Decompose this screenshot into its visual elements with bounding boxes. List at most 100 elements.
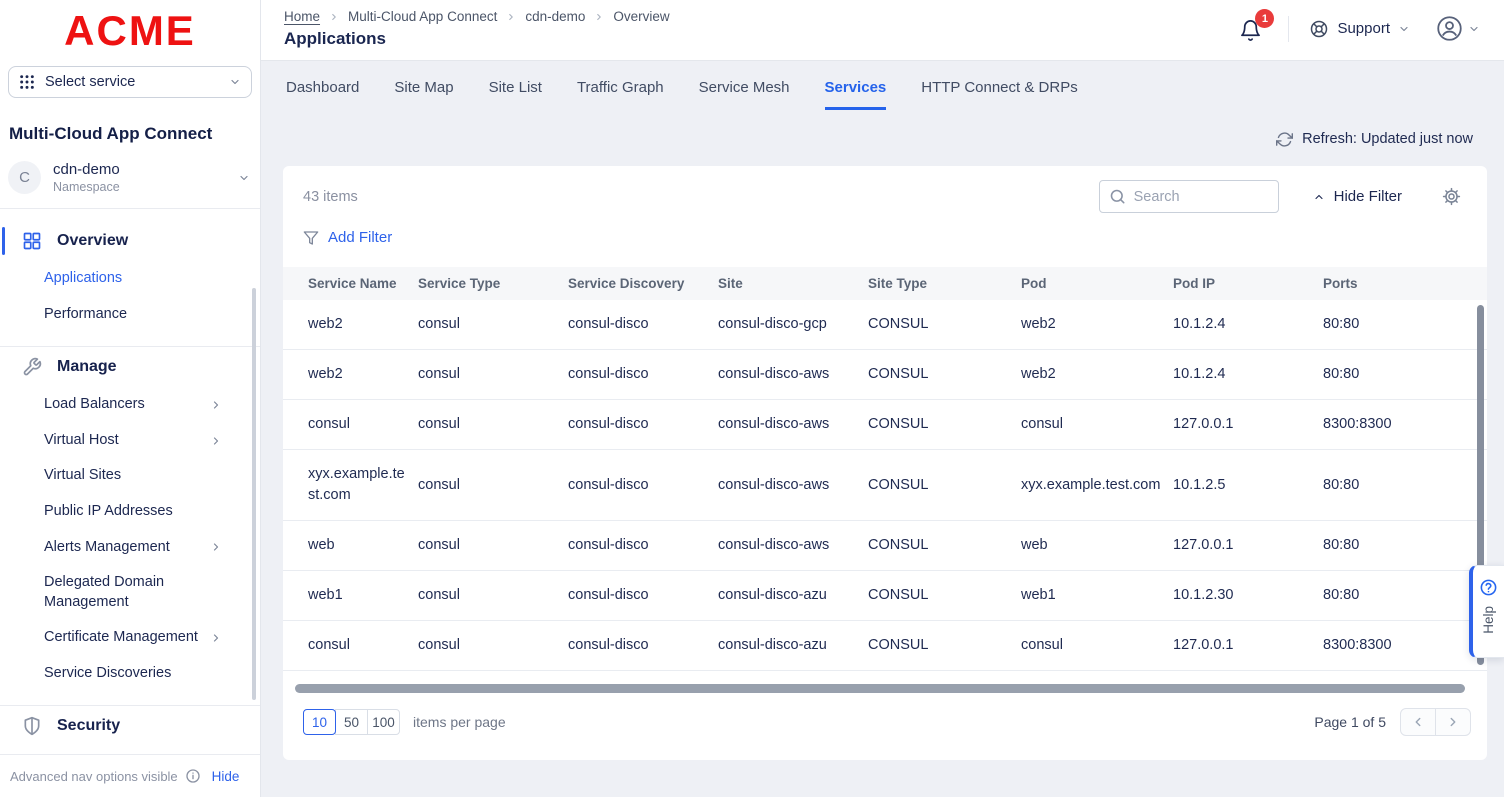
main-content: Dashboard Site Map Site List Traffic Gra… [261,61,1504,797]
table-cell: web2 [283,300,418,350]
account-menu[interactable] [1436,15,1480,42]
sidebar-item-service-discoveries[interactable]: Service Discoveries [0,656,260,692]
chevron-right-icon [329,12,339,22]
add-filter-button[interactable]: Add Filter [283,213,1487,246]
prev-page-button[interactable] [1400,708,1436,736]
sidebar-item-delegated-domain-management[interactable]: Delegated Domain Management [0,565,260,620]
chevron-right-icon [210,632,222,644]
tab-service-mesh[interactable]: Service Mesh [699,61,790,110]
breadcrumb-mcac[interactable]: Multi-Cloud App Connect [348,9,497,24]
table-row[interactable]: web2consulconsul-discoconsul-disco-gcpCO… [283,300,1487,350]
tab-http-connect[interactable]: HTTP Connect & DRPs [921,61,1077,110]
acme-logo: ACME [0,8,260,54]
sidebar-section-overview[interactable]: Overview [0,221,260,261]
sidebar-item-label: Public IP Addresses [44,502,216,522]
chevron-right-icon [210,435,222,447]
sidebar-item-label: Virtual Sites [44,466,216,486]
column-header: Pod IP [1173,267,1323,300]
table-cell: consul [418,521,568,571]
tab-site-map[interactable]: Site Map [394,61,453,110]
sidebar-item-load-balancers[interactable]: Load Balancers [0,387,260,423]
breadcrumb-namespace[interactable]: cdn-demo [525,9,585,24]
table-row[interactable]: consulconsulconsul-discoconsul-disco-aws… [283,400,1487,450]
table-row[interactable]: web1consulconsul-discoconsul-disco-azuCO… [283,571,1487,621]
chevron-right-icon [1446,715,1460,729]
table-row[interactable]: consulconsulconsul-discoconsul-disco-azu… [283,621,1487,671]
hide-filter-toggle[interactable]: Hide Filter [1313,188,1402,205]
table-cell: consul-disco-aws [718,350,868,400]
gear-icon[interactable] [1442,187,1461,206]
table-cell: consul-disco [568,350,718,400]
table-cell: 10.1.2.4 [1173,350,1323,400]
next-page-button[interactable] [1435,708,1471,736]
section-label: Security [57,717,120,735]
chevron-down-icon [1398,23,1410,35]
services-table: Service Name Service Type Service Discov… [283,267,1487,671]
breadcrumb-home[interactable]: Home [284,9,320,24]
table-row[interactable]: webconsulconsul-discoconsul-disco-awsCON… [283,521,1487,571]
sidebar-section-security[interactable]: Security [0,706,260,746]
namespace-avatar: C [8,161,41,194]
page-info: Page 1 of 5 [1314,714,1386,730]
chevron-left-icon [1411,715,1425,729]
filter-icon [303,230,319,246]
pagination-bar: 10 50 100 items per page Page 1 of 5 [283,693,1487,736]
column-header: Service Type [418,267,568,300]
table-cell: consul-disco-aws [718,450,868,521]
info-icon[interactable] [185,768,201,784]
tab-services[interactable]: Services [825,61,887,110]
sidebar-scrollbar[interactable] [252,288,256,700]
sidebar-item-certificate-management[interactable]: Certificate Management [0,620,260,656]
tab-bar: Dashboard Site Map Site List Traffic Gra… [261,61,1504,110]
table-cell: web2 [1021,300,1173,350]
namespace-type-label: Namespace [53,180,226,194]
sidebar-item-performance[interactable]: Performance [0,297,260,333]
table-cell: 8300:8300 [1323,400,1487,450]
hide-nav-link[interactable]: Hide [212,769,240,784]
page-size-50[interactable]: 50 [335,709,368,735]
table-row[interactable]: web2consulconsul-discoconsul-disco-awsCO… [283,350,1487,400]
page-size-10[interactable]: 10 [303,709,336,735]
namespace-selector[interactable]: C cdn-demo Namespace [8,161,250,194]
help-tab[interactable]: Help [1469,565,1504,658]
tab-traffic-graph[interactable]: Traffic Graph [577,61,664,110]
horizontal-scrollbar-thumb[interactable] [295,684,1465,693]
search-input[interactable] [1099,180,1279,213]
table-cell: consul [1021,621,1173,671]
table-cell: consul-disco-aws [718,400,868,450]
sidebar-item-applications[interactable]: Applications [0,261,260,297]
table-row[interactable]: xyx.example.test.comconsulconsul-discoco… [283,450,1487,521]
sidebar-section-manage[interactable]: Manage [0,347,260,387]
table-cell: web2 [1021,350,1173,400]
wrench-icon [22,357,42,377]
sidebar-item-virtual-sites[interactable]: Virtual Sites [0,458,260,494]
table-cell: consul-disco [568,450,718,521]
table-cell: web1 [283,571,418,621]
search-box [1099,180,1279,213]
support-icon [1309,19,1329,39]
sidebar-item-label: Alerts Management [44,538,210,558]
sidebar: ACME Select service Multi-Cloud App Conn… [0,0,261,797]
table-cell: consul-disco-azu [718,571,868,621]
chevron-down-icon [238,172,250,184]
horizontal-scrollbar [295,684,1467,693]
sidebar-item-public-ip-addresses[interactable]: Public IP Addresses [0,494,260,530]
notifications-button[interactable]: 1 [1239,15,1272,42]
table-cell: CONSUL [868,521,1021,571]
apps-grid-icon [19,74,35,90]
sidebar-item-label: Load Balancers [44,395,210,415]
table-cell: consul-disco [568,621,718,671]
tab-dashboard[interactable]: Dashboard [286,61,359,110]
support-menu[interactable]: Support [1309,19,1410,39]
shield-icon [22,716,42,736]
tab-site-list[interactable]: Site List [489,61,542,110]
chevron-right-icon [506,12,516,22]
sidebar-item-virtual-host[interactable]: Virtual Host [0,423,260,459]
table-cell: consul [283,400,418,450]
page-size-100[interactable]: 100 [367,709,400,735]
page-title: Applications [284,29,670,49]
sidebar-item-alerts-management[interactable]: Alerts Management [0,530,260,566]
refresh-control[interactable]: Refresh: Updated just now [261,128,1504,150]
table-cell: consul [418,571,568,621]
select-service-dropdown[interactable]: Select service [8,66,252,98]
